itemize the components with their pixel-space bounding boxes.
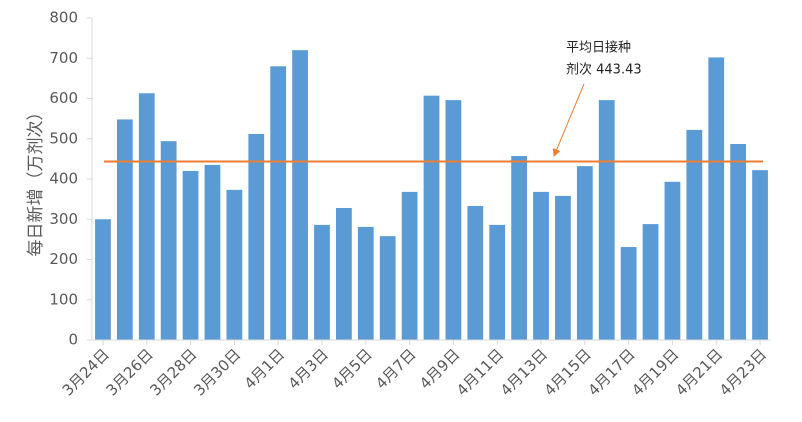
x-tick-label: 4月23日 — [716, 345, 770, 399]
x-tick-label: 4月17日 — [584, 345, 638, 399]
y-tick-label: 300 — [49, 210, 78, 228]
bar — [708, 57, 725, 340]
y-tick-label: 700 — [49, 49, 78, 67]
bar — [620, 247, 637, 340]
bar — [752, 170, 768, 340]
bar — [292, 50, 308, 340]
bar — [423, 95, 440, 341]
x-tick-label: 3月28日 — [146, 345, 200, 399]
x-tick-label: 4月5日 — [328, 345, 375, 392]
x-tick-label: 4月15日 — [541, 345, 595, 399]
x-tick-label: 4月1日 — [241, 345, 288, 392]
bar — [686, 129, 703, 340]
bar — [445, 100, 462, 340]
bar — [95, 219, 111, 340]
bar — [204, 164, 221, 340]
annotation-line: 剂次 443.43 — [566, 62, 642, 78]
y-axis-label: 每日新增（万剂次） — [26, 104, 46, 257]
y-tick-label: 800 — [49, 9, 78, 27]
x-tick-label: 4月21日 — [672, 345, 726, 399]
bar — [598, 100, 615, 340]
bar — [555, 195, 571, 340]
bar — [379, 236, 396, 340]
bar — [248, 133, 265, 340]
bar — [576, 166, 593, 340]
x-tick-label: 3月30日 — [190, 345, 244, 399]
x-tick-label: 3月24日 — [59, 345, 113, 399]
bar — [357, 226, 374, 340]
bar — [160, 141, 177, 340]
bar — [642, 224, 659, 340]
bar — [664, 181, 681, 340]
annotation-arrow — [553, 83, 585, 157]
bar — [489, 224, 506, 340]
bar — [336, 207, 352, 340]
y-tick-label: 500 — [49, 129, 78, 147]
x-tick-label: 4月19日 — [628, 345, 682, 399]
y-tick-label: 100 — [49, 290, 78, 308]
bar — [314, 224, 330, 340]
y-tick-label: 600 — [49, 89, 78, 107]
bar — [401, 191, 418, 340]
bar — [226, 189, 243, 340]
x-tick-label: 4月11日 — [453, 345, 507, 399]
bar — [182, 170, 199, 340]
x-tick-label: 4月3日 — [285, 345, 332, 392]
bar — [116, 119, 133, 341]
y-tick-label: 200 — [49, 250, 78, 268]
y-tick-label: 400 — [49, 170, 78, 188]
annotation-line: 平均日接种 — [566, 40, 631, 56]
bar — [138, 93, 155, 340]
bar — [467, 205, 484, 340]
x-tick-label: 3月26日 — [103, 345, 157, 399]
bar — [511, 156, 527, 340]
y-tick-label: 0 — [68, 331, 78, 349]
bar — [533, 191, 549, 340]
bar — [730, 143, 747, 340]
x-tick-label: 4月7日 — [372, 345, 419, 392]
x-tick-label: 4月13日 — [497, 345, 551, 399]
bar — [270, 66, 287, 341]
